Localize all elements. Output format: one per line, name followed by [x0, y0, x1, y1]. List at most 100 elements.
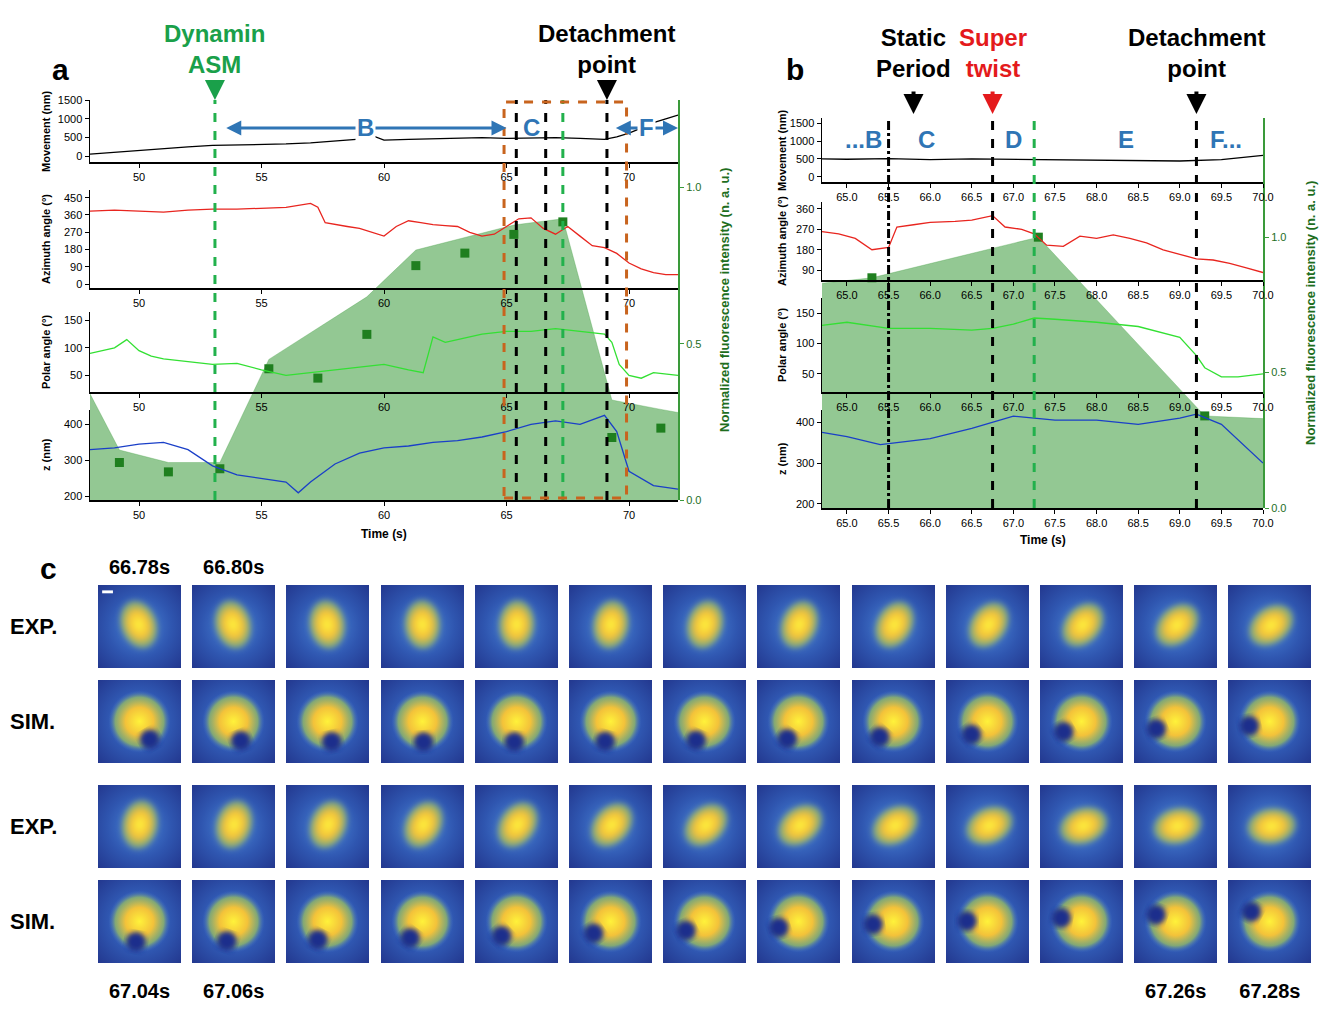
svg-text:50: 50 [133, 509, 145, 521]
svg-text:70: 70 [623, 171, 635, 183]
svg-text:50: 50 [70, 369, 82, 381]
svg-text:450: 450 [64, 192, 82, 204]
svg-text:69.5: 69.5 [1211, 401, 1232, 413]
svg-text:69.5: 69.5 [1211, 517, 1232, 529]
svg-text:270: 270 [64, 226, 82, 238]
svg-text:90: 90 [70, 261, 82, 273]
svg-text:55: 55 [255, 509, 267, 521]
svg-text:Detachmentpoint: Detachmentpoint [538, 20, 675, 78]
svg-text:67.5: 67.5 [1044, 191, 1065, 203]
svg-text:90: 90 [802, 264, 814, 276]
svg-text:Normalized fluorescence intens: Normalized fluorescence intensity (n. a.… [717, 168, 732, 432]
svg-text:500: 500 [64, 131, 82, 143]
svg-text:StaticPeriod: StaticPeriod [876, 24, 951, 82]
svg-text:68.5: 68.5 [1127, 289, 1148, 301]
svg-text:66.0: 66.0 [919, 191, 940, 203]
svg-text:65: 65 [500, 171, 512, 183]
svg-text:69.0: 69.0 [1169, 401, 1190, 413]
svg-text:D: D [1005, 126, 1022, 153]
svg-text:70.0: 70.0 [1252, 289, 1273, 301]
svg-text:B: B [357, 114, 374, 141]
svg-text:65.0: 65.0 [836, 517, 857, 529]
svg-text:67.0: 67.0 [1003, 191, 1024, 203]
svg-text:Detachmentpoint: Detachmentpoint [1128, 24, 1265, 82]
svg-text:66.0: 66.0 [919, 289, 940, 301]
svg-text:70: 70 [623, 509, 635, 521]
svg-text:Azimuth angle (°): Azimuth angle (°) [40, 194, 52, 284]
svg-text:69.5: 69.5 [1211, 289, 1232, 301]
svg-text:65.0: 65.0 [836, 401, 857, 413]
svg-text:270: 270 [796, 223, 814, 235]
svg-text:1500: 1500 [790, 117, 814, 129]
svg-text:70.0: 70.0 [1252, 191, 1273, 203]
svg-text:Time (s): Time (s) [1020, 533, 1066, 547]
svg-text:100: 100 [64, 342, 82, 354]
svg-text:180: 180 [64, 243, 82, 255]
svg-text:360: 360 [796, 203, 814, 215]
svg-text:65: 65 [500, 297, 512, 309]
svg-text:400: 400 [796, 416, 814, 428]
svg-text:65: 65 [500, 509, 512, 521]
svg-text:E: E [1118, 126, 1134, 153]
svg-text:50: 50 [802, 368, 814, 380]
svg-text:70: 70 [623, 401, 635, 413]
svg-text:50: 50 [133, 171, 145, 183]
svg-text:66.0: 66.0 [919, 517, 940, 529]
svg-text:68.0: 68.0 [1086, 517, 1107, 529]
svg-text:70.0: 70.0 [1252, 517, 1273, 529]
svg-text:200: 200 [796, 498, 814, 510]
svg-text:...B: ...B [845, 126, 882, 153]
svg-text:Normalized fluorescence intens: Normalized fluorescence intensity (n. a.… [1303, 181, 1318, 445]
svg-text:66.5: 66.5 [961, 191, 982, 203]
svg-text:Supertwist: Supertwist [959, 24, 1027, 82]
svg-text:68.0: 68.0 [1086, 191, 1107, 203]
svg-text:68.5: 68.5 [1127, 191, 1148, 203]
svg-text:67.5: 67.5 [1044, 289, 1065, 301]
svg-text:z (nm): z (nm) [776, 442, 788, 475]
svg-text:65.0: 65.0 [836, 191, 857, 203]
svg-text:F: F [639, 114, 654, 141]
svg-text:55: 55 [255, 297, 267, 309]
svg-text:C: C [918, 126, 935, 153]
svg-text:100: 100 [796, 337, 814, 349]
svg-text:67.0: 67.0 [1003, 289, 1024, 301]
svg-text:Movement (nm): Movement (nm) [776, 109, 788, 191]
svg-text:60: 60 [378, 509, 390, 521]
svg-text:68.5: 68.5 [1127, 517, 1148, 529]
svg-text:68.5: 68.5 [1127, 401, 1148, 413]
svg-text:360: 360 [64, 209, 82, 221]
svg-text:500: 500 [796, 153, 814, 165]
svg-text:0.0: 0.0 [1271, 502, 1286, 514]
svg-text:b: b [786, 53, 804, 86]
svg-text:68.0: 68.0 [1086, 289, 1107, 301]
svg-text:70: 70 [623, 297, 635, 309]
svg-text:180: 180 [796, 244, 814, 256]
svg-text:55: 55 [255, 171, 267, 183]
svg-text:60: 60 [378, 171, 390, 183]
svg-text:z (nm): z (nm) [40, 438, 52, 471]
svg-text:65.5: 65.5 [878, 517, 899, 529]
svg-text:1.0: 1.0 [1271, 231, 1286, 243]
svg-text:0: 0 [808, 171, 814, 183]
svg-text:67.0: 67.0 [1003, 517, 1024, 529]
svg-text:1000: 1000 [790, 135, 814, 147]
svg-text:66.5: 66.5 [961, 517, 982, 529]
svg-text:70.0: 70.0 [1252, 401, 1273, 413]
svg-text:Movement (nm): Movement (nm) [40, 90, 52, 172]
svg-text:55: 55 [255, 401, 267, 413]
svg-text:150: 150 [64, 314, 82, 326]
svg-text:300: 300 [796, 457, 814, 469]
svg-text:Polar angle (°): Polar angle (°) [40, 315, 52, 389]
svg-text:50: 50 [133, 401, 145, 413]
svg-text:69.0: 69.0 [1169, 289, 1190, 301]
svg-text:0: 0 [76, 278, 82, 290]
svg-text:0.0: 0.0 [686, 494, 701, 506]
svg-text:Time (s): Time (s) [361, 527, 407, 541]
svg-text:Polar angle (°): Polar angle (°) [776, 308, 788, 382]
svg-text:C: C [523, 114, 540, 141]
svg-text:F...: F... [1210, 126, 1242, 153]
svg-text:66.0: 66.0 [919, 401, 940, 413]
svg-text:150: 150 [796, 307, 814, 319]
svg-text:69.0: 69.0 [1169, 517, 1190, 529]
svg-text:65.5: 65.5 [878, 289, 899, 301]
